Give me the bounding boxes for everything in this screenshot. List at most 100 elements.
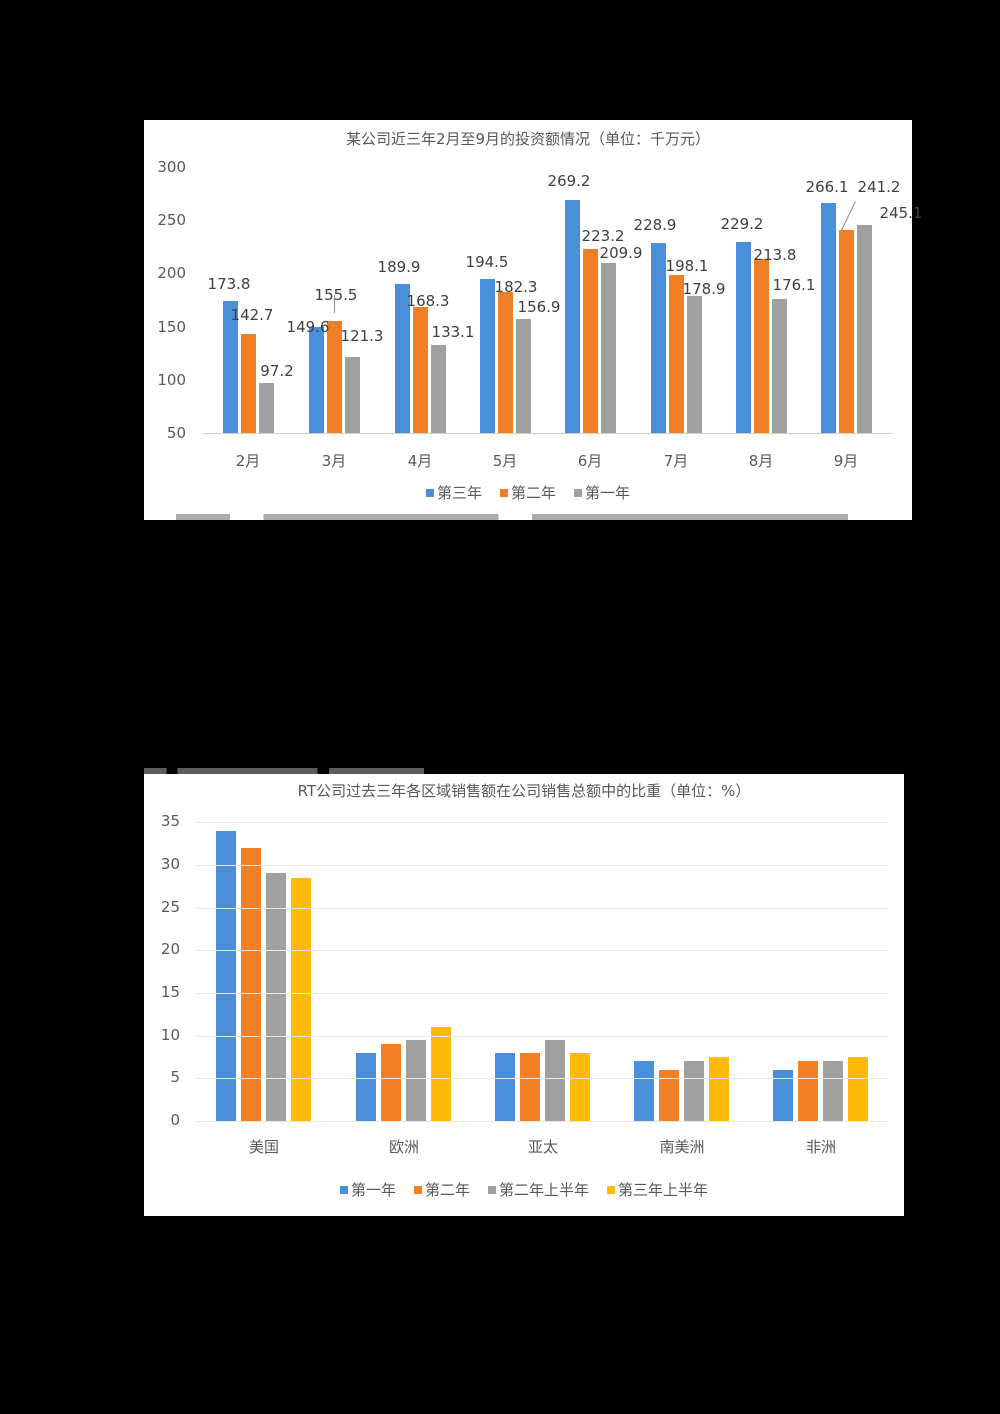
legend-label: 第二年上半年 bbox=[499, 1181, 590, 1199]
bar bbox=[582, 248, 598, 433]
x-tick-label: 美国 bbox=[248, 1138, 280, 1156]
bar bbox=[406, 1039, 426, 1121]
x-tick-label: 亚太 bbox=[527, 1138, 559, 1156]
x-tick-label: 9月 bbox=[833, 452, 859, 470]
data-label: 189.9 bbox=[377, 258, 421, 276]
y-tick-label: 20 bbox=[160, 940, 180, 959]
bar bbox=[241, 847, 261, 1121]
bar bbox=[650, 242, 666, 433]
x-tick-label: 5月 bbox=[492, 452, 518, 470]
y-tick-label: 0 bbox=[170, 1111, 180, 1129]
chart-title: RT公司过去三年各区域销售额在公司销售总额中的比重（单位：%） bbox=[297, 782, 751, 800]
y-tick-label: 35 bbox=[160, 812, 180, 831]
legend: 第一年 第二年 第二年上半年 第三年上半年 bbox=[144, 1179, 904, 1200]
investment-chart: 某公司近三年2月至9月的投资额情况（单位：千万元） 第三年 第二年 第一年 30… bbox=[144, 120, 922, 520]
gridline bbox=[196, 822, 888, 824]
bar bbox=[258, 382, 274, 433]
bar bbox=[381, 1044, 401, 1121]
data-label: 178.9 bbox=[682, 280, 726, 298]
bar bbox=[216, 830, 236, 1121]
y-tick-label: 300 bbox=[157, 158, 186, 176]
bar bbox=[668, 275, 684, 433]
bar bbox=[356, 1052, 376, 1121]
data-label: 97.2 bbox=[260, 362, 294, 380]
legend-item: 第三年上半年 bbox=[607, 1179, 708, 1200]
blurred-caption bbox=[144, 768, 424, 774]
bar bbox=[798, 1061, 818, 1121]
data-label: 229.2 bbox=[720, 215, 764, 233]
legend-label: 第二年 bbox=[510, 484, 556, 502]
data-label: 245.1 bbox=[879, 204, 923, 222]
bar bbox=[773, 1069, 793, 1121]
bar bbox=[753, 258, 769, 433]
legend-swatch-icon bbox=[607, 1185, 616, 1194]
data-label: 209.9 bbox=[599, 244, 643, 262]
legend-item: 第三年 bbox=[425, 482, 482, 503]
gridline bbox=[196, 1035, 888, 1037]
bar bbox=[222, 301, 238, 433]
data-label: 173.8 bbox=[207, 275, 251, 293]
bar bbox=[709, 1056, 729, 1121]
bar bbox=[856, 225, 872, 433]
bar bbox=[820, 203, 836, 433]
x-axis-line bbox=[202, 433, 892, 434]
data-label: 269.2 bbox=[547, 172, 591, 190]
gridline bbox=[196, 950, 888, 952]
data-label: 133.1 bbox=[431, 323, 475, 341]
data-label: 198.1 bbox=[665, 257, 709, 275]
y-tick-label: 100 bbox=[157, 370, 186, 389]
data-label: 241.2 bbox=[857, 178, 901, 196]
bar bbox=[431, 1027, 451, 1121]
y-tick-label: 15 bbox=[160, 982, 180, 1001]
x-tick-label: 8月 bbox=[748, 452, 774, 470]
legend-swatch-icon bbox=[574, 488, 582, 497]
blurred-caption bbox=[176, 514, 848, 520]
leader-line bbox=[334, 295, 335, 313]
bar bbox=[430, 344, 446, 433]
bar bbox=[240, 334, 256, 433]
data-label: 182.3 bbox=[494, 278, 538, 296]
x-tick-label: 6月 bbox=[577, 452, 603, 470]
legend-item: 第二年上半年 bbox=[488, 1179, 589, 1200]
bar bbox=[394, 284, 410, 433]
x-tick-label: 7月 bbox=[663, 452, 689, 470]
chart-title: 某公司近三年2月至9月的投资额情况（单位：千万元） bbox=[345, 130, 711, 148]
gridline bbox=[196, 1121, 888, 1122]
bar bbox=[659, 1069, 679, 1121]
legend-label: 第二年 bbox=[424, 1181, 470, 1199]
bar bbox=[848, 1056, 868, 1121]
data-label: 266.1 bbox=[805, 178, 849, 196]
x-tick-label: 4月 bbox=[407, 452, 433, 470]
y-tick-label: 250 bbox=[157, 211, 186, 230]
y-tick-label: 10 bbox=[160, 1025, 180, 1044]
y-tick-label: 5 bbox=[170, 1068, 180, 1087]
bar bbox=[686, 295, 702, 433]
bar bbox=[564, 199, 580, 433]
data-label: 168.3 bbox=[406, 292, 450, 310]
data-label: 223.2 bbox=[581, 227, 625, 245]
bar bbox=[495, 1052, 515, 1121]
legend-item: 第一年 bbox=[574, 482, 630, 503]
bar bbox=[600, 262, 616, 433]
legend-swatch-icon bbox=[413, 1185, 422, 1194]
data-label: 194.5 bbox=[465, 253, 509, 271]
bar bbox=[412, 307, 428, 433]
y-tick-label: 150 bbox=[157, 317, 186, 336]
legend-swatch-icon bbox=[339, 1185, 348, 1194]
legend-swatch-icon bbox=[499, 488, 508, 497]
gridline bbox=[196, 864, 888, 866]
bar bbox=[266, 873, 286, 1121]
x-tick-label: 欧洲 bbox=[388, 1138, 420, 1156]
bar bbox=[634, 1061, 654, 1121]
x-tick-label: 2月 bbox=[235, 452, 261, 470]
gridline bbox=[196, 907, 888, 909]
regional-sales-chart: RT公司过去三年各区域销售额在公司销售总额中的比重（单位：%） 第一年 第二年 … bbox=[144, 774, 904, 1216]
y-tick-label: 30 bbox=[160, 854, 180, 873]
legend-label: 第一年 bbox=[350, 1181, 396, 1199]
x-tick-label: 非洲 bbox=[805, 1138, 837, 1156]
bar bbox=[823, 1061, 843, 1121]
bar bbox=[570, 1052, 590, 1121]
data-label: 213.8 bbox=[753, 246, 797, 264]
data-label: 149.6 bbox=[286, 318, 330, 336]
bar bbox=[479, 279, 495, 433]
